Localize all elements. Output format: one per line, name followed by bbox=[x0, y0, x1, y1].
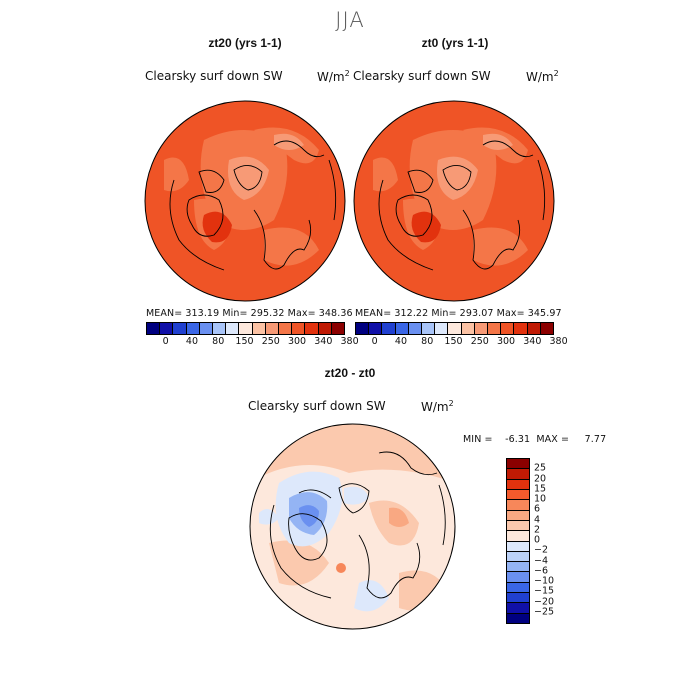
colorbar-tick-label: 10 bbox=[534, 493, 547, 505]
colorbar-tick-label: −4 bbox=[534, 555, 549, 566]
panel-2-variable: Clearsky surf down SW bbox=[353, 69, 491, 83]
colorbar-tick-label: −6 bbox=[534, 565, 549, 577]
colorbar-tick-label: 380 bbox=[340, 336, 359, 347]
colorbar-tick-label: 2 bbox=[534, 524, 541, 536]
colorbar-swatch bbox=[422, 323, 436, 334]
colorbar-swatch bbox=[507, 479, 529, 490]
diff-colorbar-labels: 25 20 15 10 6 4 2 0 −2 −4 −6 −10 −15 −20 −25 bbox=[534, 458, 574, 622]
colorbar-tick-label: −2 bbox=[534, 544, 549, 556]
colorbar-tick-label: 6 bbox=[534, 503, 541, 515]
colorbar-swatch bbox=[186, 323, 200, 334]
panel-1-variable: Clearsky surf down SW bbox=[145, 69, 283, 83]
colorbar-swatch bbox=[239, 323, 253, 334]
colorbar-swatch bbox=[507, 562, 529, 573]
colorbar-swatch bbox=[318, 323, 332, 334]
colorbar-tick-label: 340 bbox=[314, 336, 333, 347]
colorbar-swatch bbox=[540, 323, 554, 334]
colorbar-swatch bbox=[408, 323, 423, 334]
colorbar-tick-label: 15 bbox=[534, 483, 547, 495]
colorbar-swatch bbox=[507, 582, 529, 594]
panel-2-polar-map bbox=[353, 100, 555, 302]
colorbar-tick-label: −15 bbox=[534, 585, 555, 597]
colorbar-swatch bbox=[488, 323, 502, 334]
diff-units: W/m2 bbox=[421, 399, 454, 414]
colorbar-tick-label: −25 bbox=[534, 606, 555, 618]
colorbar-swatch bbox=[507, 489, 529, 501]
colorbar-tick-label: 80 bbox=[421, 336, 434, 347]
colorbar-tick-label: 4 bbox=[534, 514, 541, 525]
colorbar-swatch bbox=[507, 459, 529, 470]
panel-2-units: W/m2 bbox=[526, 69, 559, 84]
panel-1-colorbar-labels: 0 40 80 150 250 300 340 380 bbox=[146, 336, 359, 350]
colorbar-swatch bbox=[213, 323, 227, 334]
colorbar-swatch bbox=[507, 520, 529, 532]
colorbar-swatch bbox=[173, 323, 187, 334]
colorbar-tick-label: 150 bbox=[235, 336, 254, 347]
colorbar-tick-label: 340 bbox=[523, 336, 542, 347]
colorbar-swatch bbox=[199, 323, 214, 334]
colorbar-swatch bbox=[501, 323, 515, 334]
diff-title: zt20 - zt0 bbox=[324, 366, 376, 380]
colorbar-swatch bbox=[507, 541, 529, 552]
panel-1-stats: MEAN= 313.19 Min= 295.32 Max= 348.36 bbox=[146, 308, 353, 319]
colorbar-swatch bbox=[382, 323, 396, 334]
panel-2-stats: MEAN= 312.22 Min= 293.07 Max= 345.97 bbox=[355, 308, 562, 319]
colorbar-swatch bbox=[507, 510, 529, 521]
colorbar-tick-label: 150 bbox=[444, 336, 463, 347]
colorbar-swatch bbox=[369, 323, 383, 334]
colorbar-swatch bbox=[292, 323, 306, 334]
colorbar-tick-label: 250 bbox=[261, 336, 280, 347]
colorbar-swatch bbox=[507, 551, 529, 563]
colorbar-swatch bbox=[527, 323, 541, 334]
colorbar-tick-label: 250 bbox=[470, 336, 489, 347]
colorbar-swatch bbox=[507, 593, 529, 604]
colorbar-tick-label: −10 bbox=[534, 575, 555, 587]
colorbar-swatch bbox=[507, 531, 529, 542]
colorbar-swatch bbox=[226, 323, 240, 334]
colorbar-swatch bbox=[507, 613, 529, 623]
season-title: JJA bbox=[335, 8, 365, 32]
colorbar-swatch bbox=[265, 323, 280, 334]
panel-1-units: W/m2 bbox=[317, 69, 350, 84]
colorbar-swatch bbox=[507, 469, 529, 480]
colorbar-swatch bbox=[395, 323, 409, 334]
panel-2-colorbar bbox=[355, 322, 554, 335]
panel-1-title: zt20 (yrs 1-1) bbox=[208, 36, 282, 50]
colorbar-swatch bbox=[474, 323, 489, 334]
colorbar-tick-label: 300 bbox=[496, 336, 516, 347]
colorbar-tick-label: −20 bbox=[534, 596, 555, 607]
panel-1-polar-map bbox=[144, 100, 346, 302]
colorbar-tick-label: 0 bbox=[371, 336, 378, 347]
diff-polar-map bbox=[249, 423, 456, 630]
colorbar-swatch bbox=[514, 323, 528, 334]
colorbar-tick-label: 0 bbox=[162, 336, 169, 347]
colorbar-tick-label: 40 bbox=[394, 336, 407, 347]
panel-2-colorbar-labels: 0 40 80 150 250 300 340 380 bbox=[355, 336, 568, 350]
panel-2-title: zt0 (yrs 1-1) bbox=[421, 36, 489, 50]
colorbar-swatch bbox=[461, 323, 475, 334]
colorbar-tick-label: 380 bbox=[549, 336, 568, 347]
colorbar-swatch bbox=[448, 323, 462, 334]
colorbar-swatch bbox=[356, 323, 370, 334]
colorbar-swatch bbox=[507, 500, 529, 511]
colorbar-swatch bbox=[305, 323, 319, 334]
diff-minmax: MIN = -6.31 MAX = 7.77 bbox=[463, 434, 607, 445]
colorbar-tick-label: 40 bbox=[185, 336, 198, 347]
colorbar-swatch bbox=[435, 323, 449, 334]
colorbar-tick-label: 0 bbox=[534, 534, 541, 546]
diff-variable: Clearsky surf down SW bbox=[248, 399, 386, 413]
colorbar-swatch bbox=[279, 323, 293, 334]
colorbar-swatch bbox=[252, 323, 266, 334]
colorbar-tick-label: 300 bbox=[287, 336, 307, 347]
colorbar-swatch bbox=[507, 603, 529, 614]
colorbar-tick-label: 20 bbox=[534, 473, 547, 484]
colorbar-swatch bbox=[507, 572, 529, 583]
diff-colorbar bbox=[506, 458, 530, 624]
colorbar-swatch bbox=[147, 323, 161, 334]
panel-1-colorbar bbox=[146, 322, 345, 335]
colorbar-tick-label: 25 bbox=[534, 462, 547, 474]
colorbar-tick-label: 80 bbox=[212, 336, 225, 347]
colorbar-swatch bbox=[160, 323, 174, 334]
colorbar-swatch bbox=[331, 323, 345, 334]
